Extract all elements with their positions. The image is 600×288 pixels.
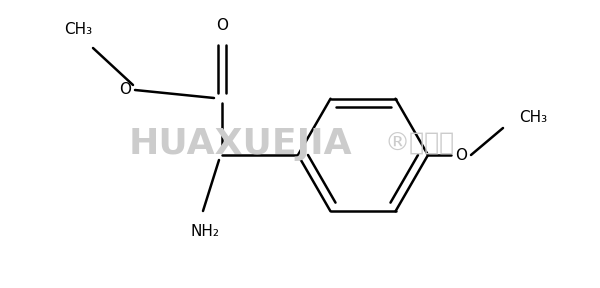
Text: CH₃: CH₃ (64, 22, 92, 37)
Text: O: O (455, 147, 467, 162)
Text: O: O (119, 82, 131, 98)
Text: HUAXUEJIA: HUAXUEJIA (128, 127, 352, 161)
Text: O: O (216, 18, 228, 33)
Text: ®化学加: ®化学加 (385, 132, 455, 156)
Text: NH₂: NH₂ (191, 223, 220, 238)
Text: CH₃: CH₃ (519, 109, 547, 124)
